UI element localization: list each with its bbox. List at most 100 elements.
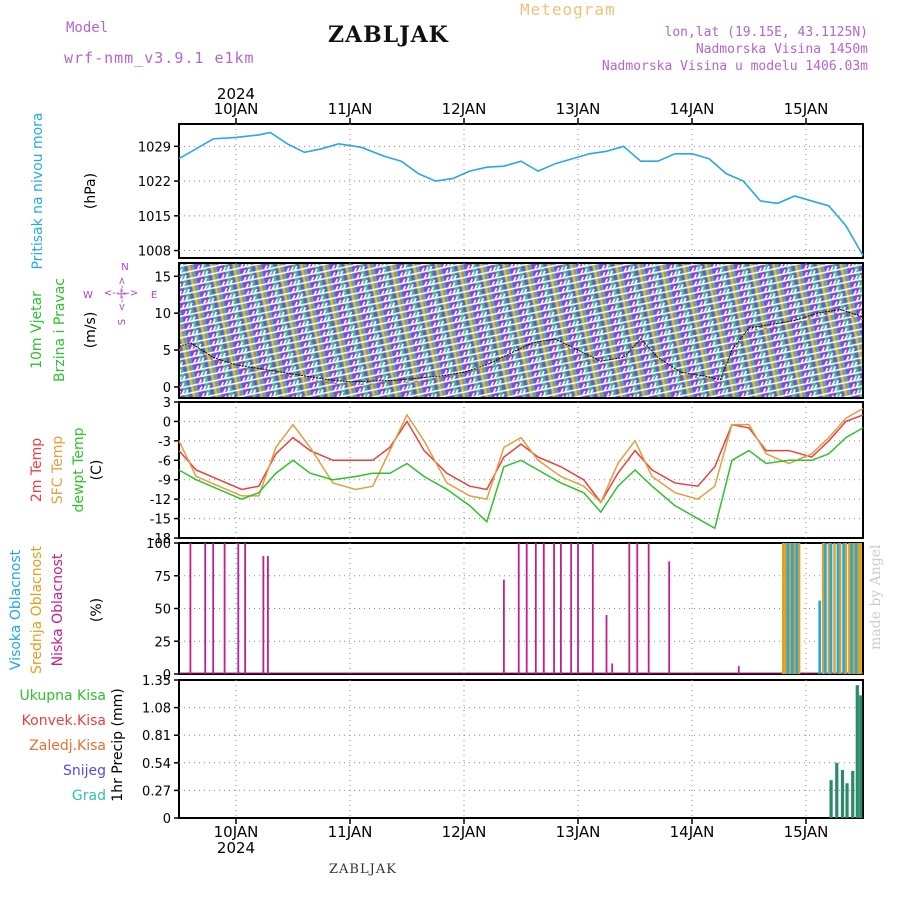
cloud-bar [848, 543, 851, 674]
y-tick-label: -3 [158, 435, 171, 450]
precip-legend-item: Grad [72, 788, 106, 804]
compass-west: W [83, 290, 93, 301]
cloud-bar [611, 663, 614, 674]
precip-bar [835, 762, 839, 818]
compass-east: E [151, 290, 157, 301]
cloud-bar [189, 543, 192, 674]
cloud-bar [839, 543, 842, 674]
y-tick-label: 0.54 [142, 757, 171, 772]
y-tick-label: 1008 [138, 245, 171, 260]
cloud-bar [542, 543, 545, 674]
year-label-top: 2024 [217, 85, 255, 103]
cloud-bar [786, 543, 790, 674]
cloud-bar [737, 666, 740, 674]
cloud-bar [560, 543, 562, 674]
lonlat-label: lon,lat (19.15E, 43.1125N) [664, 25, 869, 40]
y-tick-label: 0 [163, 812, 171, 827]
compass-north: N [121, 262, 128, 273]
wind-axis-label: 10m Vjetar [29, 291, 45, 369]
elevation-label: Nadmorska Visina 1450m [695, 42, 868, 57]
cloud-bar [605, 615, 608, 674]
credit-label: made by Angel [868, 544, 884, 651]
y-tick-label: 0 [163, 381, 171, 396]
pressure-line [178, 131, 864, 256]
y-tick-label: 0 [163, 415, 171, 430]
cloud-bar [267, 556, 269, 674]
cloud-bar [647, 543, 650, 674]
y-tick-label: 0 [163, 668, 171, 683]
precip-bar [845, 783, 849, 818]
pressure-unit-label: (hPa) [83, 173, 99, 209]
precip-legend-item: Konvek.Kisa [22, 713, 106, 729]
day-label-top: 15JAN [784, 100, 829, 118]
cloud-bar [852, 543, 856, 674]
cloud-bar [525, 543, 528, 674]
y-tick-label: -9 [158, 474, 171, 489]
cloud-bar [844, 543, 848, 674]
y-tick-label: 3 [163, 396, 171, 411]
day-label-bottom: 10JAN [214, 823, 259, 841]
dewpoint-line [178, 427, 864, 530]
day-label-bottom: 15JAN [784, 823, 829, 841]
temp-unit-label: (C) [89, 460, 105, 481]
sfc-temp-line [178, 407, 864, 504]
y-tick-label: 75 [154, 570, 171, 585]
day-label-top: 10JAN [214, 100, 259, 118]
day-label-bottom: 12JAN [442, 823, 487, 841]
day-label-top: 11JAN [328, 100, 373, 118]
y-tick-label: 0.81 [142, 729, 171, 744]
y-tick-label: 25 [154, 635, 171, 650]
compass-south: S [117, 319, 128, 325]
day-label-bottom: 13JAN [556, 823, 601, 841]
compass-arrow-v: <--|--> [117, 277, 128, 312]
cloud-bar [842, 543, 845, 674]
precip-bar [855, 685, 859, 818]
cloud-bar [782, 543, 785, 674]
dewpt-axis-label: dewpt Temp [71, 427, 87, 512]
temp2m-axis-label: 2m Temp [29, 438, 45, 502]
cloud-bar [577, 543, 579, 674]
day-label-bottom: 14JAN [670, 823, 715, 841]
cloud-bar [824, 543, 827, 674]
precip-legend-item: Zaledj.Kisa [29, 738, 106, 754]
cloud-bar [859, 543, 862, 674]
y-tick-label: 15 [154, 270, 171, 285]
cloud-bar [591, 543, 594, 674]
cloud-bar [793, 543, 796, 674]
compass-arrow-h: <--|--> [104, 288, 139, 299]
day-label-top: 12JAN [442, 100, 487, 118]
cloud-bar [788, 543, 792, 674]
day-label-top: 13JAN [556, 100, 601, 118]
day-label-top: 14JAN [670, 100, 715, 118]
y-tick-label: 1.35 [142, 674, 171, 689]
cloud-bar [570, 543, 573, 674]
y-tick-label: 100 [146, 537, 171, 552]
panel-frame-0 [178, 123, 864, 259]
cloud-bar [636, 543, 639, 674]
cloud-bar [244, 543, 247, 674]
cloud-bar [818, 600, 821, 674]
panel-frame-3 [178, 542, 864, 675]
cloud-bar [854, 543, 858, 674]
pressure-axis-label: Pritisak na nivou mora [30, 112, 46, 269]
cloud-bar [836, 543, 840, 674]
y-tick-label: 0.27 [142, 784, 171, 799]
cloud-bar [784, 543, 787, 674]
y-tick-label: 50 [154, 603, 171, 618]
y-tick-label: 5 [163, 344, 171, 359]
cloud-bar [797, 543, 801, 674]
y-tick-label: 1.08 [142, 702, 171, 717]
precip-bar [859, 695, 863, 818]
panel-frame-1 [178, 262, 864, 399]
year-label-bottom: 2024 [217, 839, 255, 857]
cloud-bar [553, 543, 555, 674]
cloud-bar [212, 543, 215, 674]
precip-legend-item: Snijeg [63, 763, 106, 779]
cloud-bar [204, 543, 207, 674]
wind-unit-label: (m/s) [83, 312, 99, 349]
footer-site-label: ZABLJAK [329, 862, 397, 877]
site-title: ZABLJAK [328, 22, 449, 48]
precip-bar [829, 780, 833, 818]
cloud-bar [829, 543, 833, 674]
